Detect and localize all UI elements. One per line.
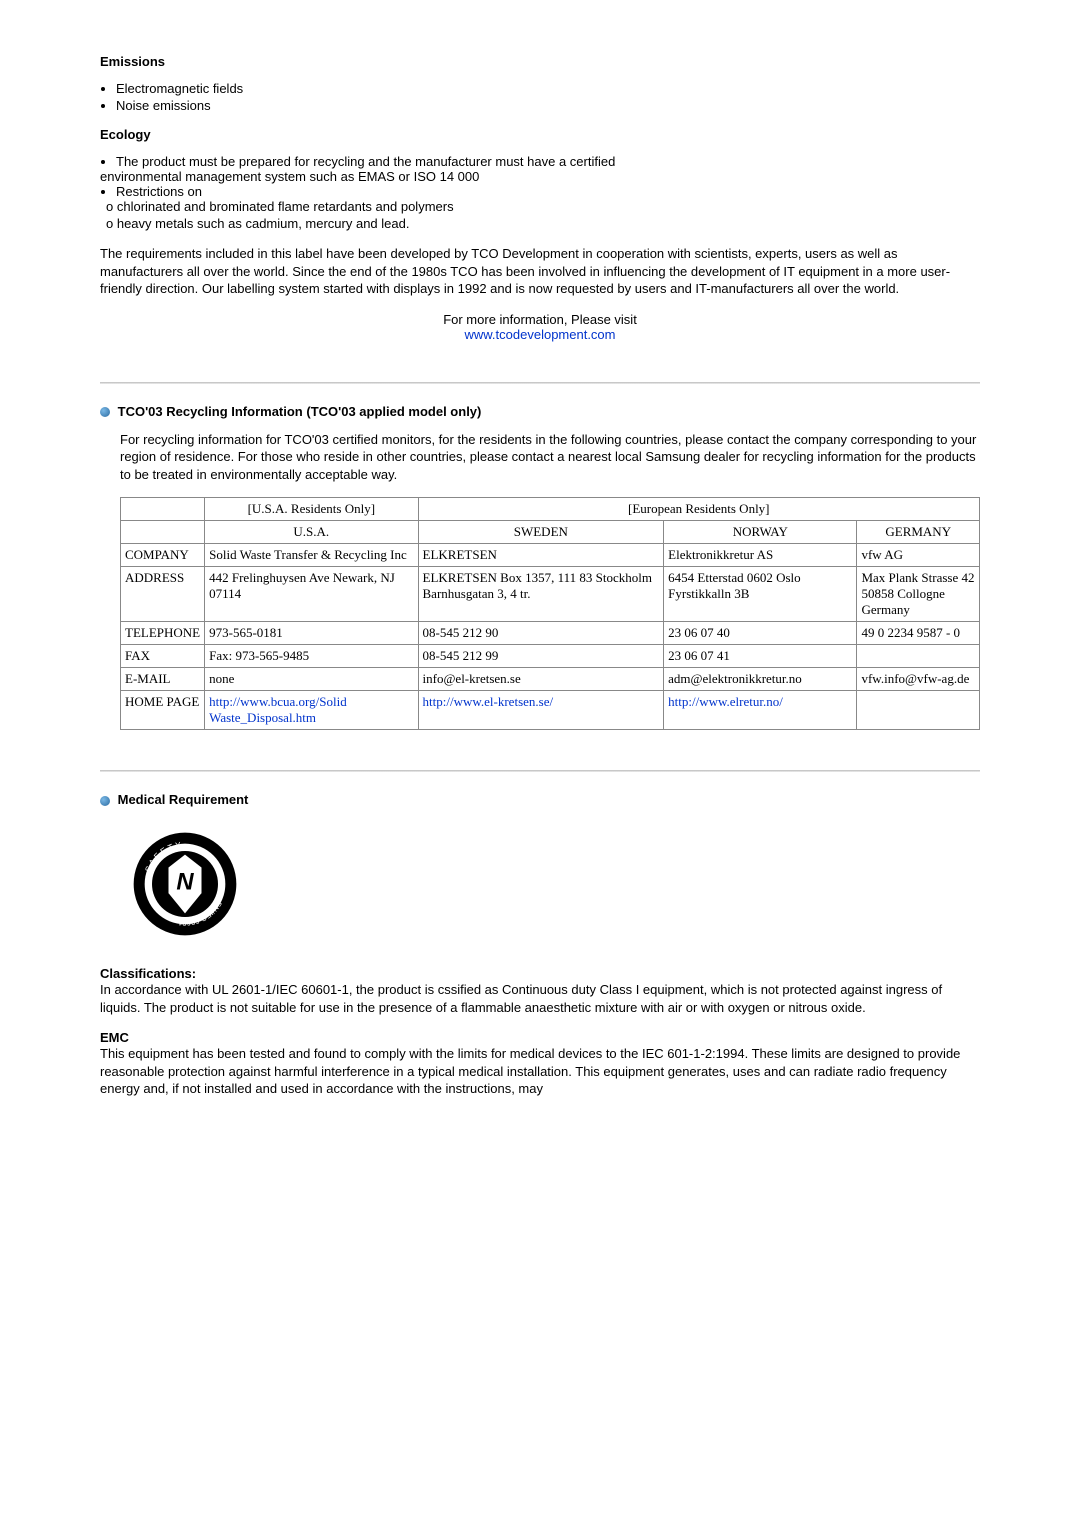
- svg-text:N: N: [176, 869, 194, 896]
- emc-body: This equipment has been tested and found…: [100, 1045, 980, 1098]
- cell: vfw.info@vfw-ag.de: [857, 668, 980, 691]
- cell: [857, 645, 980, 668]
- tco-recycling-paragraph: For recycling information for TCO'03 cer…: [120, 431, 980, 484]
- homepage-link-swe[interactable]: http://www.el-kretsen.se/: [423, 694, 554, 709]
- row-label: E-MAIL: [121, 668, 205, 691]
- classifications-body: In accordance with UL 2601-1/IEC 60601-1…: [100, 981, 980, 1016]
- row-label: ADDRESS: [121, 567, 205, 622]
- ecology-sub-1: o chlorinated and brominated flame retar…: [106, 199, 980, 214]
- bullet-icon: [100, 796, 110, 806]
- cell: 23 06 07 41: [664, 645, 857, 668]
- ecology-heading: Ecology: [100, 127, 980, 142]
- homepage-link-nor[interactable]: http://www.elretur.no/: [668, 694, 783, 709]
- cell: 6454 Etterstad 0602 Oslo Fyrstikkalln 3B: [664, 567, 857, 622]
- table-blank: [121, 521, 205, 544]
- emissions-heading: Emissions: [100, 54, 980, 69]
- cell: http://www.elretur.no/: [664, 691, 857, 730]
- cell: http://www.el-kretsen.se/: [418, 691, 664, 730]
- cell: [857, 691, 980, 730]
- emissions-list: Electromagnetic fields Noise emissions: [100, 81, 980, 113]
- row-label: HOME PAGE: [121, 691, 205, 730]
- cell: ELKRETSEN Box 1357, 111 83 Stockholm Bar…: [418, 567, 664, 622]
- cell: 49 0 2234 9587 - 0: [857, 622, 980, 645]
- row-label: COMPANY: [121, 544, 205, 567]
- requirements-paragraph: The requirements included in this label …: [100, 245, 980, 298]
- cell: 08-545 212 90: [418, 622, 664, 645]
- more-info-text: For more information, Please visit: [443, 312, 637, 327]
- homepage-link-usa[interactable]: http://www.bcua.org/Solid Waste_Disposal…: [209, 694, 347, 725]
- cell: 442 Frelinghuysen Ave Newark, NJ 07114: [205, 567, 418, 622]
- cell: Solid Waste Transfer & Recycling Inc: [205, 544, 418, 567]
- cell: Fax: 973-565-9485: [205, 645, 418, 668]
- cell: http://www.bcua.org/Solid Waste_Disposal…: [205, 691, 418, 730]
- emissions-item: Electromagnetic fields: [116, 81, 980, 96]
- divider: [100, 770, 980, 772]
- cell: info@el-kretsen.se: [418, 668, 664, 691]
- recycling-table: [U.S.A. Residents Only] [European Reside…: [120, 497, 980, 730]
- ecology-item-1-cont: environmental management system such as …: [100, 169, 980, 184]
- cell: 973-565-0181: [205, 622, 418, 645]
- table-blank: [121, 498, 205, 521]
- country-swe: SWEDEN: [418, 521, 664, 544]
- country-nor: NORWAY: [664, 521, 857, 544]
- cell: adm@elektronikkretur.no: [664, 668, 857, 691]
- ecology-list: The product must be prepared for recycli…: [100, 154, 980, 169]
- cell: Max Plank Strasse 42 50858 Collogne Germ…: [857, 567, 980, 622]
- cell: Elektronikkretur AS: [664, 544, 857, 567]
- medical-heading: Medical Requirement: [100, 792, 980, 807]
- ecology-list-2: Restrictions on: [100, 184, 980, 199]
- divider: [100, 382, 980, 384]
- certification-badge-icon: N S A F E T Y EN/IEC 60601: [130, 829, 240, 939]
- ecology-sub-2: o heavy metals such as cadmium, mercury …: [106, 216, 980, 231]
- country-ger: GERMANY: [857, 521, 980, 544]
- medical-heading-text: Medical Requirement: [118, 792, 249, 807]
- tco-link[interactable]: www.tcodevelopment.com: [464, 327, 615, 342]
- cell: ELKRETSEN: [418, 544, 664, 567]
- tco-recycling-heading-text: TCO'03 Recycling Information (TCO'03 app…: [118, 404, 482, 419]
- region-eur: [European Residents Only]: [418, 498, 979, 521]
- cell: 08-545 212 99: [418, 645, 664, 668]
- row-label: FAX: [121, 645, 205, 668]
- more-info-block: For more information, Please visit www.t…: [100, 312, 980, 342]
- ecology-item-1: The product must be prepared for recycli…: [116, 154, 980, 169]
- ecology-sublist: o chlorinated and brominated flame retar…: [106, 199, 980, 231]
- emissions-item: Noise emissions: [116, 98, 980, 113]
- ecology-item-2: Restrictions on: [116, 184, 980, 199]
- region-usa: [U.S.A. Residents Only]: [205, 498, 418, 521]
- cell: vfw AG: [857, 544, 980, 567]
- row-label: TELEPHONE: [121, 622, 205, 645]
- bullet-icon: [100, 407, 110, 417]
- cell: none: [205, 668, 418, 691]
- cell: 23 06 07 40: [664, 622, 857, 645]
- classifications-title: Classifications:: [100, 966, 980, 981]
- country-usa: U.S.A.: [205, 521, 418, 544]
- emc-title: EMC: [100, 1030, 980, 1045]
- tco-recycling-heading: TCO'03 Recycling Information (TCO'03 app…: [100, 404, 980, 419]
